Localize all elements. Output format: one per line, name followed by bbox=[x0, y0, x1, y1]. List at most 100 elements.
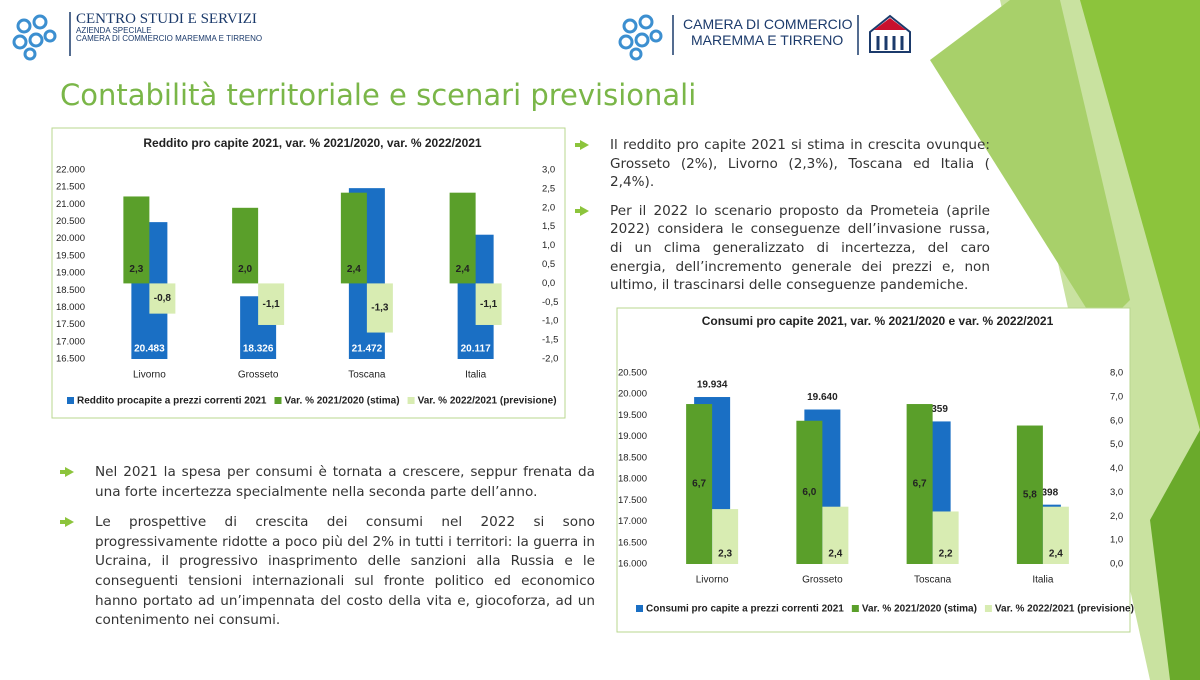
legend-swatch bbox=[274, 397, 282, 404]
y-tick-label: 17.500 bbox=[618, 495, 647, 506]
legend-label: Var. % 2022/2021 (previsione) bbox=[995, 604, 1134, 615]
y-tick-label: 18.000 bbox=[56, 302, 85, 313]
x-tick-label: Livorno bbox=[696, 575, 729, 586]
legend-label: Var. % 2021/2020 (stima) bbox=[862, 604, 977, 615]
y2-tick-label: -1,5 bbox=[542, 335, 558, 346]
y-tick-label: 20.500 bbox=[618, 368, 647, 379]
y-tick-label: 19.500 bbox=[56, 250, 85, 261]
bar bbox=[796, 420, 823, 564]
data-label: 6,7 bbox=[913, 479, 927, 490]
y2-tick-label: 2,5 bbox=[542, 183, 555, 194]
chart-title: Reddito pro capite 2021, var. % 2021/202… bbox=[143, 136, 482, 150]
y2-tick-label: 7,0 bbox=[1110, 391, 1123, 402]
data-label: -0,8 bbox=[154, 293, 172, 304]
y2-tick-label: 2,0 bbox=[542, 202, 555, 213]
y-tick-label: 19.500 bbox=[618, 410, 647, 421]
data-label: 18.326 bbox=[243, 344, 274, 355]
legend-swatch bbox=[851, 605, 859, 612]
data-label: 2,2 bbox=[939, 549, 953, 560]
y2-tick-label: -0,5 bbox=[542, 297, 558, 308]
y-tick-label: 17.000 bbox=[618, 516, 647, 527]
bar bbox=[906, 404, 933, 564]
y2-tick-label: 1,0 bbox=[1110, 535, 1123, 546]
y-tick-label: 22.000 bbox=[56, 165, 85, 176]
data-label: 19.934 bbox=[697, 380, 728, 391]
y2-tick-label: 8,0 bbox=[1110, 368, 1123, 379]
bullet: Il reddito pro capite 2021 si stima in c… bbox=[575, 136, 990, 192]
x-tick-label: Italia bbox=[1032, 575, 1054, 586]
org-name: CAMERA DI COMMERCIO bbox=[683, 16, 853, 32]
y-tick-label: 16.000 bbox=[618, 559, 647, 570]
legend-label: Consumi pro capite a prezzi correnti 202… bbox=[646, 604, 844, 615]
org-name: MAREMMA E TIRRENO bbox=[691, 32, 843, 48]
y2-tick-label: 3,0 bbox=[542, 165, 555, 176]
org-sub: CAMERA DI COMMERCIO MAREMMA E TIRRENO bbox=[76, 34, 262, 43]
y-tick-label: 17.000 bbox=[56, 336, 85, 347]
y2-tick-label: 6,0 bbox=[1110, 415, 1123, 426]
data-label: -1,1 bbox=[263, 299, 281, 310]
legend-swatch bbox=[636, 605, 643, 612]
y2-tick-label: 0,0 bbox=[1110, 559, 1123, 570]
legend-swatch bbox=[67, 397, 74, 404]
y-tick-label: 18.500 bbox=[618, 452, 647, 463]
data-label: -1,1 bbox=[480, 299, 498, 310]
data-label: 19.640 bbox=[807, 392, 838, 403]
x-tick-label: Livorno bbox=[133, 370, 166, 381]
right-logo bbox=[618, 14, 663, 61]
y2-tick-label: 0,5 bbox=[542, 259, 555, 270]
y2-tick-label: -1,0 bbox=[542, 316, 558, 327]
legend-swatch bbox=[984, 605, 992, 612]
data-label: 2,0 bbox=[238, 264, 252, 275]
y2-tick-label: 0,0 bbox=[542, 278, 555, 289]
x-tick-label: Italia bbox=[465, 370, 487, 381]
data-label: 2,3 bbox=[129, 264, 143, 275]
bullet-list: Il reddito pro capite 2021 si stima in c… bbox=[575, 136, 990, 295]
org-name: CENTRO STUDI E SERVIZI bbox=[76, 11, 257, 27]
bullet: Per il 2022 lo scenario proposto da Prom… bbox=[575, 202, 990, 295]
legend-label: Var. % 2021/2020 (stima) bbox=[285, 396, 400, 407]
data-label: 17.398 bbox=[1028, 487, 1059, 498]
data-label: 20.117 bbox=[461, 344, 491, 355]
bar bbox=[475, 283, 502, 325]
bar bbox=[932, 511, 959, 564]
data-label: -1,3 bbox=[371, 303, 389, 314]
y-tick-label: 17.500 bbox=[56, 319, 85, 330]
bullet-text: Per il 2022 lo scenario proposto da Prom… bbox=[610, 202, 990, 294]
bar bbox=[149, 283, 176, 314]
data-label: 19.359 bbox=[917, 404, 948, 415]
data-label: 2,4 bbox=[1049, 549, 1063, 560]
y-tick-label: 18.500 bbox=[56, 285, 85, 296]
bullet: Le prospettive di crescita dei consumi n… bbox=[60, 513, 595, 631]
y-tick-label: 19.000 bbox=[56, 268, 85, 279]
building-icon bbox=[869, 14, 911, 53]
data-label: 2,4 bbox=[828, 549, 842, 560]
bar bbox=[1042, 506, 1069, 564]
x-tick-label: Grosseto bbox=[802, 575, 843, 586]
data-label: 6,0 bbox=[802, 487, 816, 498]
bar bbox=[232, 207, 259, 284]
y-tick-label: 21.000 bbox=[56, 199, 85, 210]
deco-stripe bbox=[930, 0, 1130, 330]
bullet-text: Le prospettive di crescita dei consumi n… bbox=[95, 514, 595, 629]
data-label: 5,8 bbox=[1023, 489, 1037, 500]
data-label: 6,7 bbox=[692, 479, 706, 490]
bar bbox=[822, 506, 849, 564]
left-logo bbox=[12, 14, 57, 61]
deco-stripe bbox=[1080, 0, 1200, 430]
bullet-text: Il reddito pro capite 2021 si stima in c… bbox=[610, 137, 990, 191]
y2-tick-label: 3,0 bbox=[1110, 487, 1123, 498]
bar bbox=[686, 404, 713, 564]
y-tick-label: 20.500 bbox=[56, 216, 85, 227]
chart-title: Consumi pro capite 2021, var. % 2021/202… bbox=[702, 314, 1054, 328]
data-label: 20.483 bbox=[134, 344, 165, 355]
x-tick-label: Grosseto bbox=[238, 370, 279, 381]
y-tick-label: 21.500 bbox=[56, 182, 85, 193]
y2-tick-label: 4,0 bbox=[1110, 463, 1123, 474]
bar bbox=[258, 283, 285, 325]
deco-stripe bbox=[1150, 430, 1200, 680]
y2-tick-label: 1,5 bbox=[542, 221, 555, 232]
bar bbox=[449, 192, 476, 284]
bar bbox=[123, 196, 150, 284]
